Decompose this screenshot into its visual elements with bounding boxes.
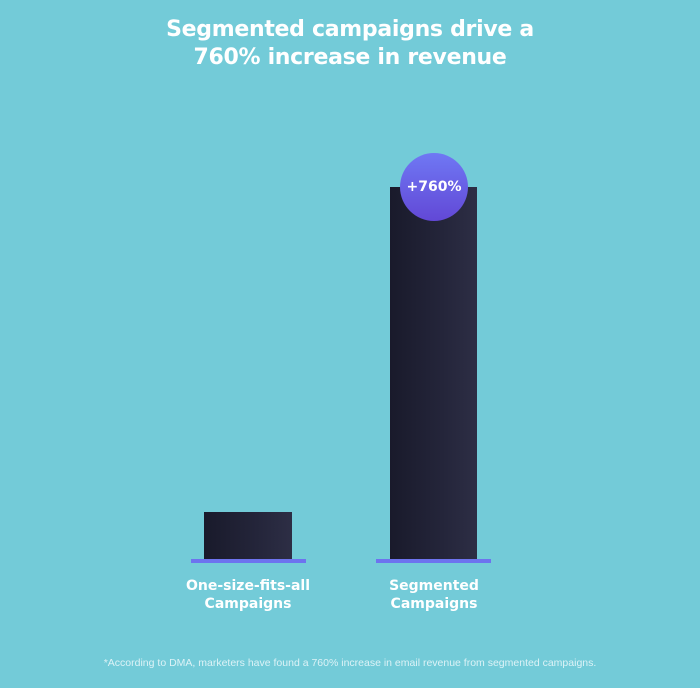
baseline-segmented — [376, 559, 491, 563]
bar-one-size-fits-all — [204, 512, 292, 559]
chart-title-line-1: Segmented campaigns drive a — [166, 17, 534, 42]
category-label-line-2: Campaigns — [204, 596, 292, 612]
category-label-line-1: Segmented — [389, 578, 479, 594]
category-label-one-size-fits-all: One-size-fits-all Campaigns — [168, 577, 328, 613]
chart-title: Segmented campaigns drive a 760% increas… — [0, 16, 700, 72]
chart-title-line-2: 760% increase in revenue — [193, 45, 507, 70]
bar-segmented — [390, 187, 477, 559]
category-label-line-2: Campaigns — [390, 596, 478, 612]
footnote: *According to DMA, marketers have found … — [103, 657, 597, 669]
increase-badge: +760% — [400, 153, 468, 221]
category-label-line-1: One-size-fits-all — [185, 578, 311, 594]
baseline-one-size-fits-all — [191, 559, 306, 563]
category-label-segmented: Segmented Campaigns — [354, 577, 514, 613]
increase-badge-label: +760% — [406, 179, 462, 195]
